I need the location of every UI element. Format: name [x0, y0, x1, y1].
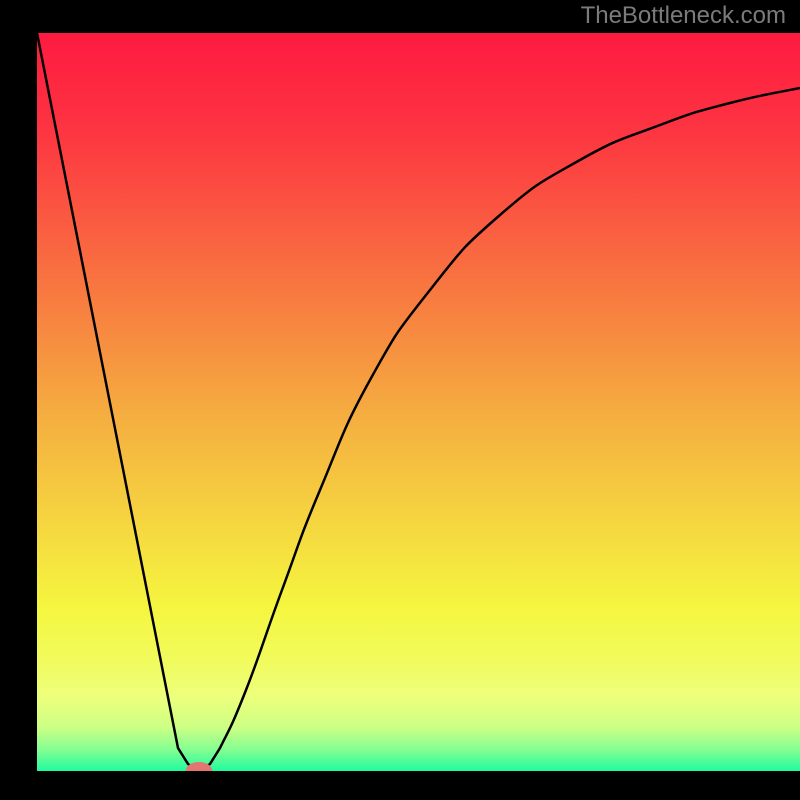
gradient-background — [37, 33, 800, 771]
chart-container: TheBottleneck.com — [0, 0, 800, 800]
plot-area — [37, 33, 800, 771]
watermark: TheBottleneck.com — [581, 2, 786, 30]
